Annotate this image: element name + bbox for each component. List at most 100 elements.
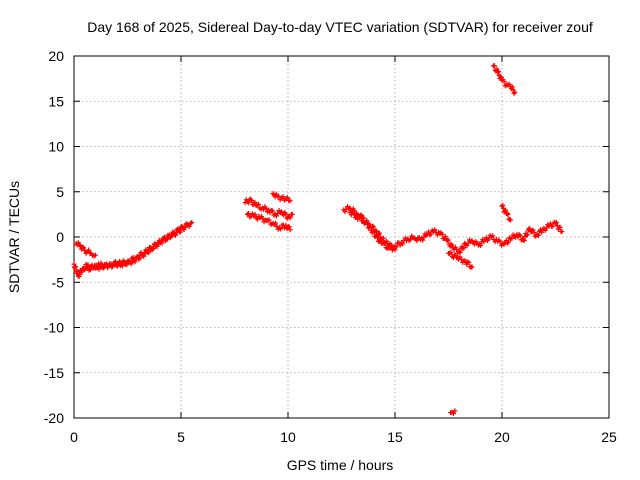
data-point	[189, 220, 195, 226]
y-tick-label: 5	[56, 184, 64, 200]
data-point	[351, 211, 357, 217]
data-point	[400, 241, 406, 247]
data-point	[452, 408, 458, 414]
data-point	[149, 247, 155, 253]
x-tick-label: 25	[601, 429, 617, 445]
data-point	[542, 227, 548, 233]
data-point	[445, 237, 451, 243]
data-point	[375, 231, 381, 237]
data-point	[432, 227, 438, 233]
data-point	[547, 221, 553, 227]
data-point	[509, 235, 515, 241]
data-point	[512, 89, 518, 95]
y-tick-label: 20	[48, 48, 64, 64]
data-point	[497, 239, 503, 245]
data-point	[503, 207, 509, 213]
data-segment	[270, 191, 293, 204]
data-point	[276, 193, 282, 199]
data-point	[278, 226, 284, 232]
data-point	[490, 233, 496, 239]
x-axis-label: GPS time / hours	[287, 457, 394, 473]
data-point	[287, 198, 293, 204]
data-point	[483, 235, 489, 241]
data-point	[414, 238, 420, 244]
data-point	[353, 213, 359, 219]
data-points	[71, 63, 565, 416]
data-point	[491, 63, 497, 69]
x-tick-label: 10	[280, 429, 296, 445]
data-point	[136, 255, 142, 261]
data-point	[511, 90, 517, 96]
data-point	[505, 211, 511, 217]
data-point	[284, 194, 290, 200]
data-point	[96, 266, 102, 272]
data-segment	[499, 202, 514, 223]
data-point	[559, 229, 565, 235]
data-point	[457, 249, 463, 255]
data-point	[249, 198, 255, 204]
data-point	[154, 243, 160, 249]
data-point	[557, 224, 563, 230]
y-tick-label: 15	[48, 93, 64, 109]
data-point	[92, 252, 98, 258]
data-point	[454, 247, 460, 253]
data-point	[123, 261, 129, 267]
data-point	[283, 211, 289, 217]
data-point	[249, 211, 255, 217]
data-point	[373, 228, 379, 234]
data-point	[495, 69, 501, 75]
data-point	[371, 224, 377, 230]
data-point	[161, 235, 167, 241]
data-point	[73, 264, 79, 270]
data-point	[273, 213, 279, 219]
data-point	[79, 269, 85, 275]
data-point	[260, 216, 266, 222]
y-tick-label: -5	[52, 274, 65, 290]
data-point	[449, 242, 455, 248]
grid	[74, 56, 609, 418]
data-point	[81, 245, 87, 251]
data-point	[458, 256, 464, 262]
data-point	[117, 258, 123, 264]
data-point	[286, 224, 292, 230]
data-point	[544, 225, 550, 231]
data-point	[119, 261, 125, 267]
y-tick-label: -20	[44, 410, 64, 426]
data-segment	[490, 63, 518, 96]
data-segment	[82, 221, 190, 273]
data-point	[270, 208, 276, 214]
data-point	[506, 81, 512, 87]
data-point	[486, 236, 492, 242]
data-point	[397, 242, 403, 248]
data-point	[466, 260, 472, 266]
data-segment	[73, 240, 98, 259]
data-point	[287, 227, 293, 233]
data-point	[103, 262, 109, 268]
data-point	[376, 230, 382, 236]
chart-title: Day 168 of 2025, Sidereal Day-to-day VTE…	[87, 19, 593, 35]
data-point	[393, 244, 399, 250]
data-point	[275, 210, 281, 216]
data-point	[530, 227, 536, 233]
data-point	[388, 244, 394, 250]
data-point	[289, 211, 295, 217]
data-point	[145, 248, 151, 254]
data-point	[508, 217, 514, 223]
x-tick-label: 0	[70, 429, 78, 445]
data-point	[127, 259, 133, 265]
data-point	[498, 74, 504, 80]
data-point	[478, 243, 484, 249]
y-tick-label: -15	[44, 365, 64, 381]
data-point	[181, 226, 187, 232]
data-segment	[242, 196, 295, 221]
data-point	[504, 210, 510, 216]
data-point	[439, 231, 445, 237]
y-tick-label: 10	[48, 139, 64, 155]
data-point	[517, 233, 523, 239]
data-point	[509, 84, 515, 90]
data-point	[112, 260, 118, 266]
data-point	[266, 217, 272, 223]
data-point	[177, 227, 183, 233]
data-point	[85, 264, 91, 270]
axis-ticks: 0 5 10 15 20 25 -20 -15 -10 -5 0 5 10 15 20	[44, 48, 617, 445]
